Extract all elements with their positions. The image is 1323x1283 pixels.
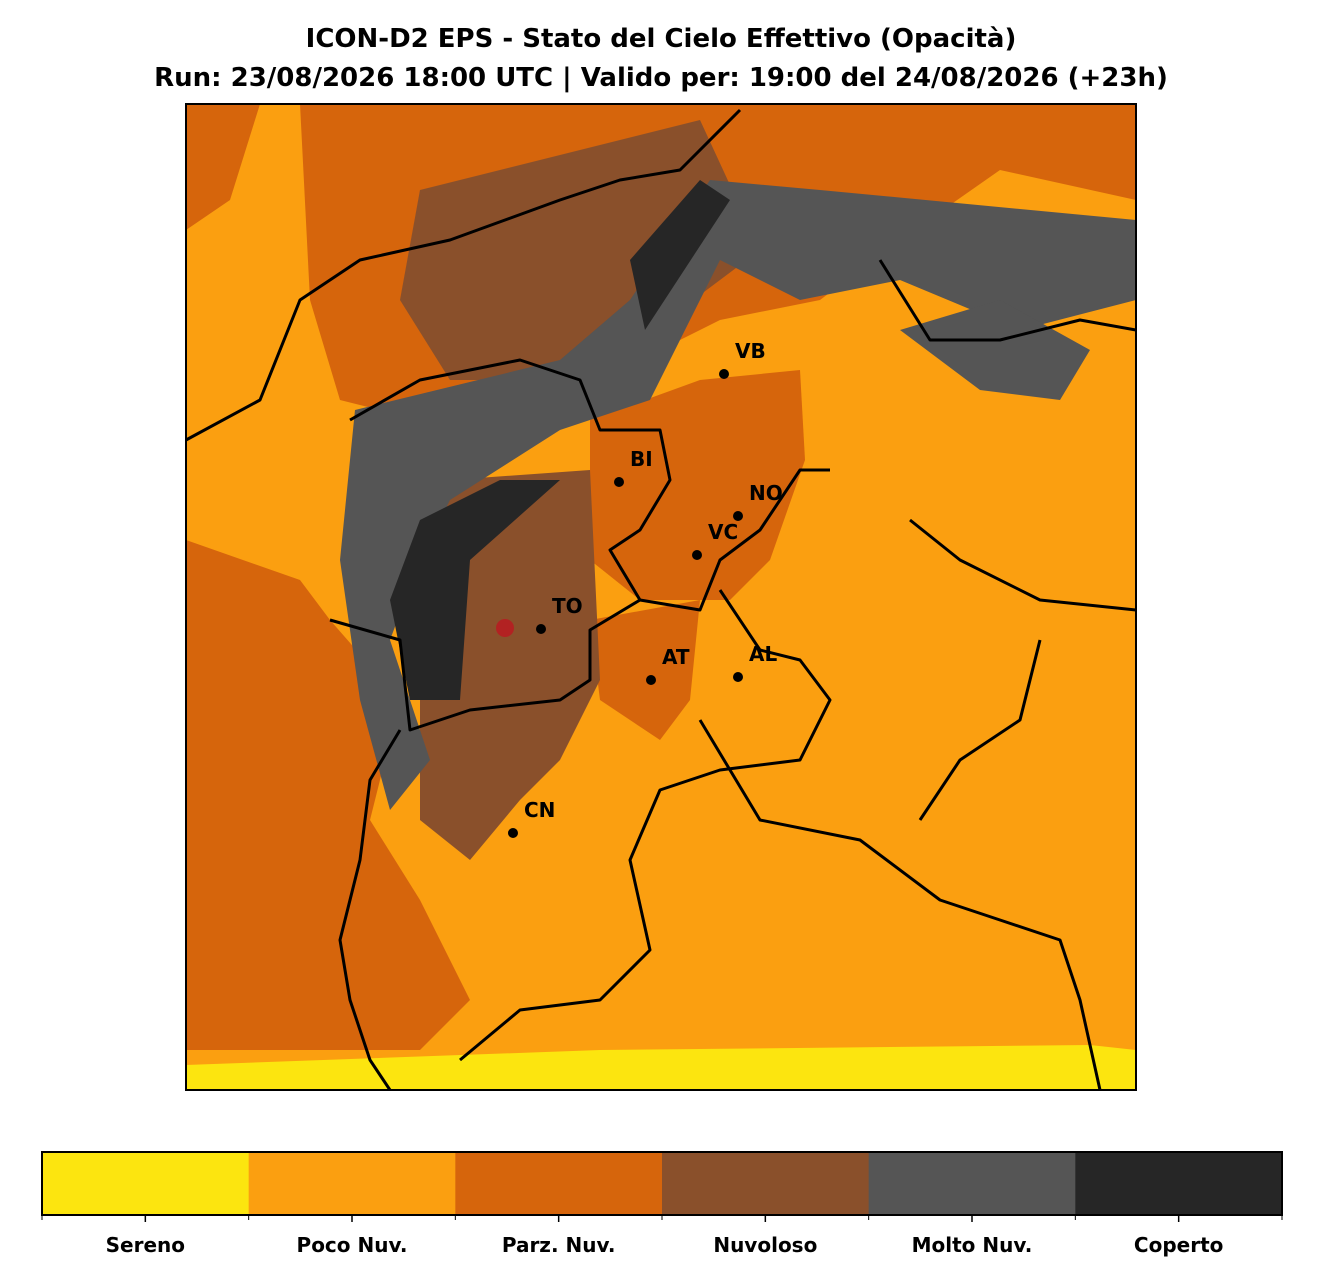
colorbar-label: Nuvoloso: [713, 1233, 817, 1257]
marker: [496, 619, 514, 637]
colorbar-frame: [41, 1151, 1283, 1216]
colorbar-label: Coperto: [1134, 1233, 1223, 1257]
border: [909, 518, 1136, 612]
city-dot: [508, 828, 518, 838]
city-dot: [692, 550, 702, 560]
colorbar: Sereno Poco Nuv. Parz. Nuv. Nuvoloso Molto N…: [41, 1151, 1283, 1257]
border: [878, 259, 1136, 342]
city-dot: [536, 624, 546, 634]
border: [329, 598, 641, 732]
cloud-region: [900, 300, 1090, 400]
colorbar-swatch: [1075, 1152, 1283, 1215]
cities: VB BI NO VC TO AT AL CN: [508, 339, 783, 838]
colorbar-swatch: [42, 1152, 250, 1215]
city-label: VC: [708, 520, 738, 544]
cloud-region: [390, 480, 560, 700]
colorbar-swatch: [455, 1152, 663, 1215]
city-label: BI: [630, 447, 653, 471]
city-label: AL: [749, 642, 777, 666]
subtitle: Run: 23/08/2026 18:00 UTC | Valido per: …: [154, 63, 1168, 93]
border: [186, 108, 742, 442]
city-dot: [719, 369, 729, 379]
title: ICON-D2 EPS - Stato del Cielo Effettivo …: [306, 24, 1017, 54]
city-label: TO: [552, 594, 583, 618]
border: [698, 719, 1102, 1090]
city-dot: [646, 675, 656, 685]
map: VB BI NO VC TO AT AL CN: [185, 103, 1137, 1091]
city-label: VB: [735, 339, 766, 363]
city-label: AT: [662, 645, 690, 669]
colorbar-swatch: [868, 1152, 1076, 1215]
border: [918, 639, 1042, 821]
colorbar-label: Parz. Nuv.: [502, 1233, 616, 1257]
cloud-region: [630, 180, 730, 330]
cloud-region: [186, 540, 470, 1050]
cloud-region: [590, 600, 700, 740]
border: [349, 358, 830, 612]
border: [459, 589, 832, 1062]
colorbar-label: Sereno: [106, 1233, 185, 1257]
map-frame: [185, 103, 1137, 1091]
colorbar-swatch: [662, 1152, 870, 1215]
city-dot: [733, 672, 743, 682]
colorbar-label: Molto Nuv.: [912, 1233, 1033, 1257]
city-dot: [614, 477, 624, 487]
colorbar-label: Poco Nuv.: [297, 1233, 408, 1257]
cloud-region: [590, 370, 805, 600]
city-dot: [733, 511, 743, 521]
cloud-region: [186, 104, 260, 230]
border: [338, 729, 402, 1090]
colorbar-swatch: [248, 1152, 456, 1215]
cloud-region: [186, 1045, 1136, 1090]
cloud-region: [340, 180, 1136, 810]
city-label: CN: [524, 798, 555, 822]
city-label: NO: [749, 481, 783, 505]
